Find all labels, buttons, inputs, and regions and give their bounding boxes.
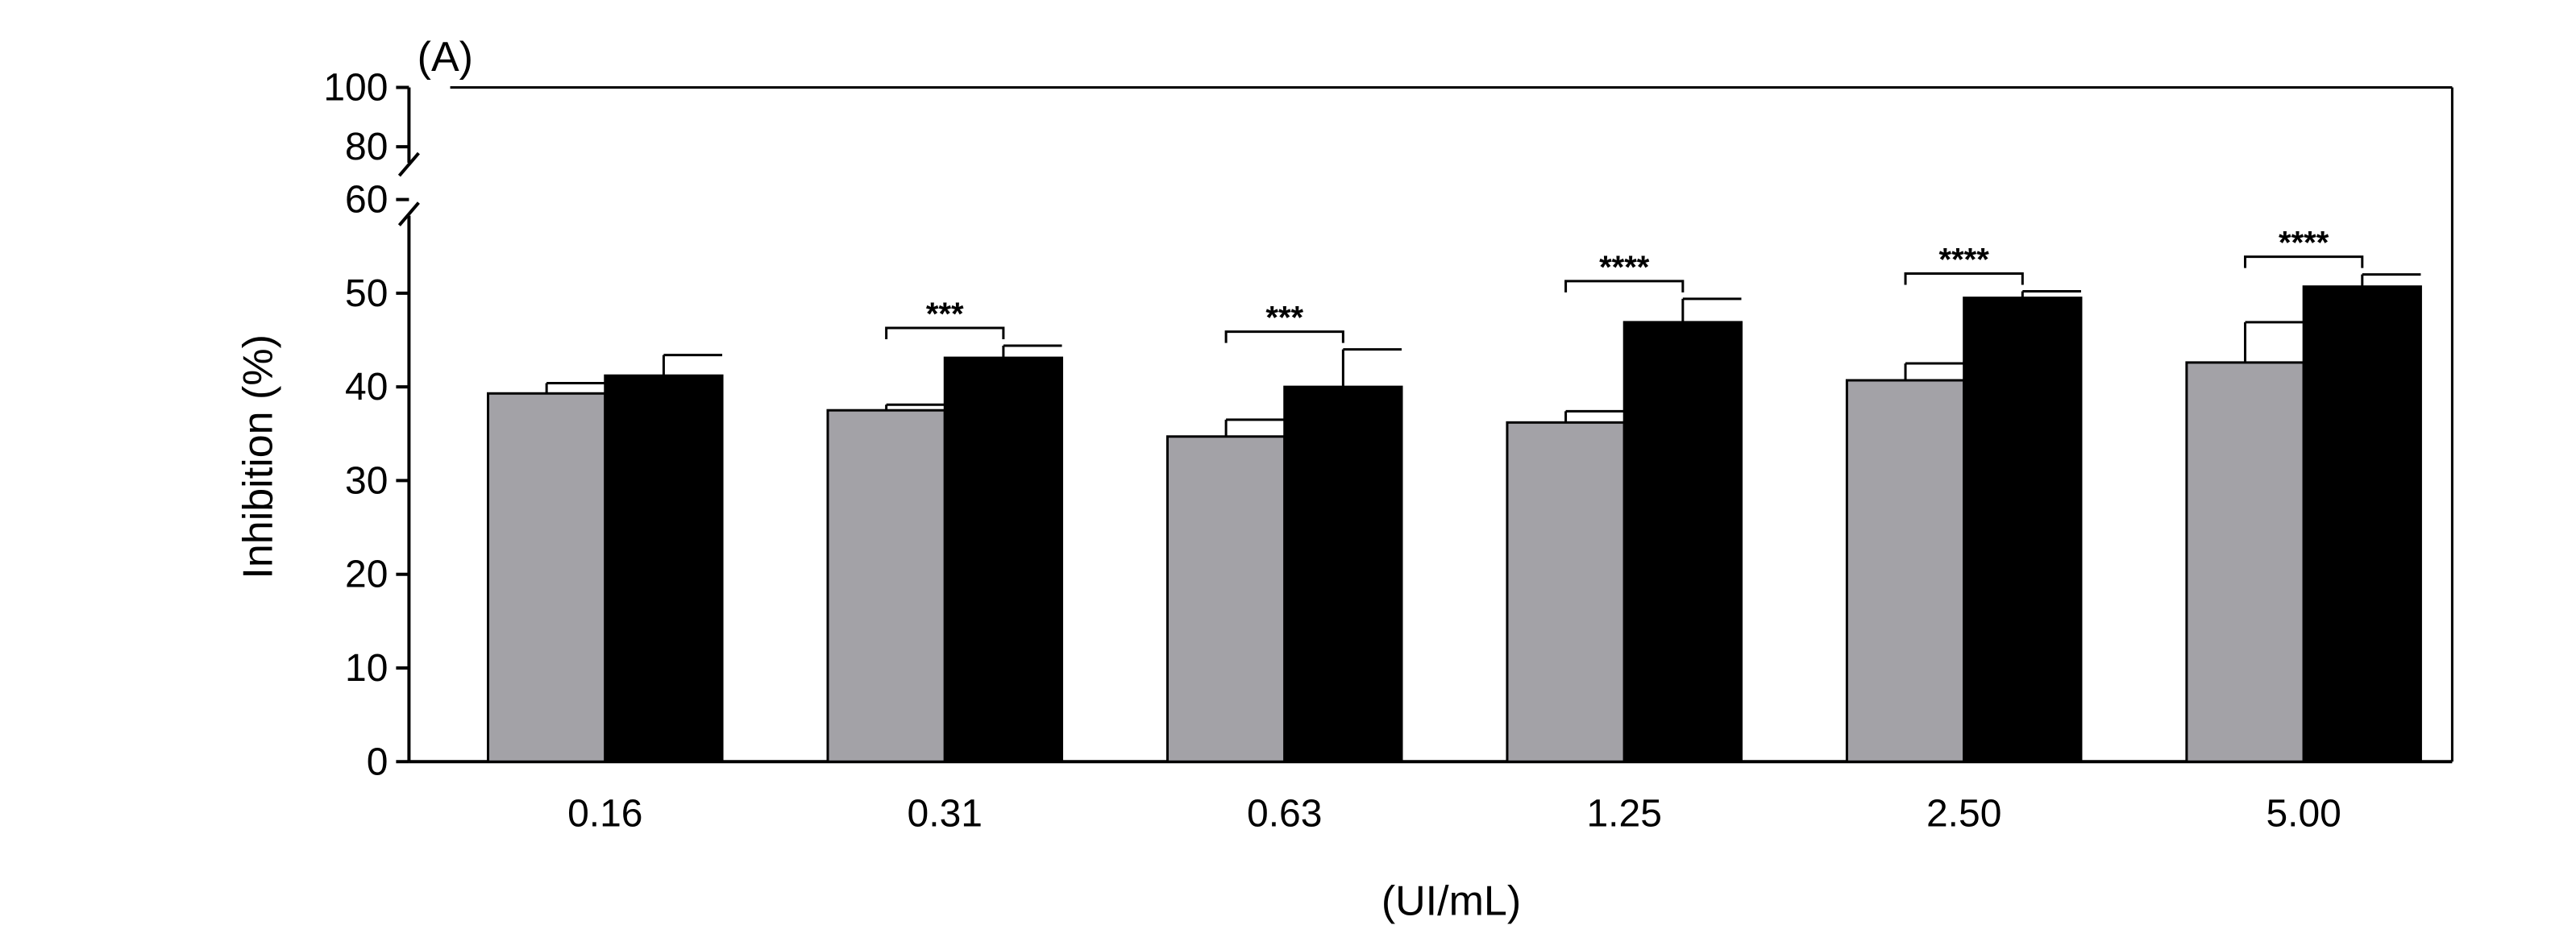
y-tick-label: 0 bbox=[367, 741, 388, 783]
bar-gray bbox=[826, 409, 946, 763]
bar-black bbox=[1283, 385, 1403, 763]
bar-gray bbox=[1845, 379, 1966, 763]
significance-label: *** bbox=[926, 297, 964, 332]
bar-black bbox=[2302, 285, 2422, 763]
bar-gray bbox=[487, 392, 607, 763]
y-tick-label: 30 bbox=[345, 459, 388, 502]
bar-gray bbox=[1165, 435, 1286, 763]
significance-bracket bbox=[885, 326, 1005, 339]
axis-break-mark bbox=[397, 201, 420, 226]
x-tick-label: 5.00 bbox=[2266, 792, 2341, 835]
significance-label: **** bbox=[1939, 243, 1990, 278]
significance-label: *** bbox=[1265, 301, 1303, 336]
y-tick-label: 40 bbox=[345, 366, 388, 409]
significance-bracket bbox=[1224, 330, 1344, 343]
y-tick-label: 60 bbox=[345, 179, 388, 222]
bar-black bbox=[943, 356, 1064, 763]
bar-gray bbox=[2185, 361, 2305, 763]
significance-label: **** bbox=[1599, 250, 1650, 285]
x-tick-label: 1.25 bbox=[1586, 792, 1661, 835]
panel-label: (A) bbox=[418, 34, 473, 81]
bar-black bbox=[1963, 297, 2083, 763]
x-tick-label: 2.50 bbox=[1926, 792, 2001, 835]
x-tick-label: 0.16 bbox=[567, 792, 642, 835]
y-tick-label: 10 bbox=[345, 647, 388, 690]
axis-break-mark bbox=[397, 151, 420, 177]
y-tick-label: 20 bbox=[345, 554, 388, 596]
significance-label: **** bbox=[2279, 226, 2329, 261]
y-tick-label: 80 bbox=[345, 126, 388, 168]
y-tick-label: 50 bbox=[345, 272, 388, 315]
significance-bracket bbox=[1904, 272, 2024, 285]
significance-bracket bbox=[2244, 255, 2364, 268]
bar-gray bbox=[1506, 421, 1626, 763]
chart-panel-a: 0 10 20 30 40 50 60 80 100 Inhibition (%) (A) 0.16 0… bbox=[235, 34, 2453, 924]
y-tick-label: 100 bbox=[323, 66, 388, 109]
x-tick-label: 0.31 bbox=[908, 792, 983, 835]
significance-bracket bbox=[1564, 280, 1685, 292]
bar-black bbox=[1622, 321, 1743, 763]
x-axis-title: (UI/mL) bbox=[1381, 877, 1521, 924]
x-tick-label: 0.63 bbox=[1247, 792, 1322, 835]
bar-black bbox=[604, 374, 724, 763]
y-axis-title: Inhibition (%) bbox=[235, 334, 281, 579]
